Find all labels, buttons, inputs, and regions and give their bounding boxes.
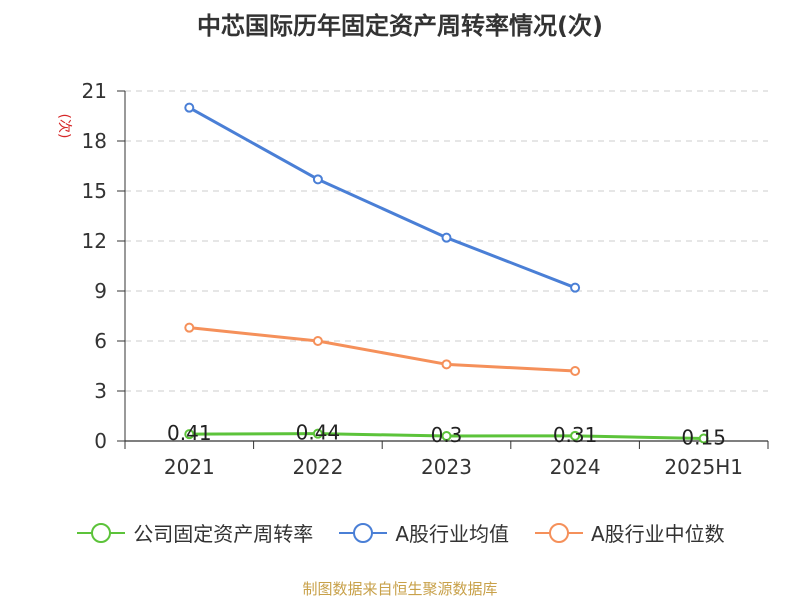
y-tick-label: 21 [82,79,107,103]
y-tick-label: 6 [94,329,107,353]
legend-item[interactable]: A股行业中位数 [533,518,725,547]
axes [117,90,769,449]
data-labels: 0.41 0.44 0.3 0.31 0.15 [167,421,726,450]
source-note: 制图数据来自恒生聚源数据库 [302,580,498,598]
data-label: 0.41 [167,421,212,445]
y-tick-label: 12 [82,229,107,253]
data-point [570,282,581,293]
data-point [184,102,195,113]
x-tick-label: 2023 [421,455,472,479]
data-point [570,430,581,441]
legend-swatch [77,522,126,543]
legend-marker [91,522,112,543]
y-tick-label: 3 [94,379,107,403]
series-2 [184,322,581,376]
x-tick-labels: 2021 2022 2023 2024 2025H1 [164,455,743,479]
data-point [184,322,195,333]
legend-marker [353,522,374,543]
legend-swatch [535,522,583,543]
data-label: 0.31 [553,423,598,447]
legend-label: 公司固定资产周转率 [133,522,314,546]
data-point [441,359,452,370]
legend-label: A股行业均值 [395,522,509,546]
y-axis-label: (次) [56,114,72,139]
data-point [570,366,581,376]
x-tick-label: 2021 [164,455,215,479]
legend-label: A股行业中位数 [591,522,725,546]
data-label: 0.44 [296,421,341,445]
legend-marker [549,522,569,543]
y-tick-labels: 0 3 6 9 12 15 18 21 [82,79,107,453]
y-tick-label: 18 [82,129,107,153]
series-line [189,326,576,373]
series-1 [184,102,581,293]
data-point [698,433,709,444]
data-point [312,428,323,439]
data-point [312,174,323,185]
data-point [312,336,323,346]
data-label: 0.15 [681,426,726,450]
x-tick-label: 2022 [292,455,343,479]
data-label: 0.3 [431,423,463,447]
series-0 [184,428,709,444]
data-point [184,429,195,440]
legend-item[interactable]: 公司固定资产周转率 [75,518,313,547]
chart-title: 中芯国际历年固定资产周转率情况(次) [197,12,603,40]
legend: 公司固定资产周转率 A股行业均值 A股行业中位数 [0,518,800,547]
data-point [441,431,452,441]
x-tick-label: 2025H1 [664,455,743,479]
y-tick-label: 0 [94,429,107,453]
data-point [441,232,452,243]
series-group [184,102,709,444]
legend-item[interactable]: A股行业均值 [337,518,509,547]
legend-swatch [339,522,388,543]
x-tick-label: 2024 [550,455,601,479]
y-tick-label: 15 [82,179,107,203]
series-line [188,106,576,290]
y-tick-label: 9 [94,279,107,303]
